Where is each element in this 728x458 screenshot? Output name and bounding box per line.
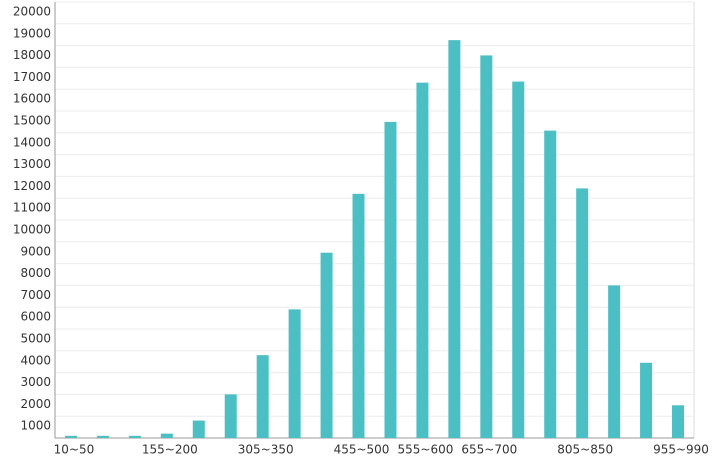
bar bbox=[576, 188, 589, 438]
bar bbox=[64, 435, 77, 438]
bar bbox=[384, 121, 397, 439]
bar bbox=[96, 435, 109, 438]
bar bbox=[256, 355, 269, 438]
y-tick-label: 12000 bbox=[13, 179, 51, 193]
y-tick-label: 11000 bbox=[13, 201, 51, 215]
y-tick-label: 20000 bbox=[13, 5, 51, 19]
x-tick-label: 455~500 bbox=[334, 443, 390, 457]
bar bbox=[512, 81, 525, 438]
x-tick-label: 305~350 bbox=[238, 443, 294, 457]
y-tick-label: 7000 bbox=[20, 288, 51, 302]
x-tick-label: 955~990 bbox=[653, 443, 709, 457]
x-tick-label: 655~700 bbox=[461, 443, 517, 457]
y-tick-label: 3000 bbox=[20, 375, 51, 389]
y-tick-label: 4000 bbox=[20, 353, 51, 367]
x-tick-label: 555~600 bbox=[397, 443, 453, 457]
bar bbox=[352, 193, 365, 438]
bar bbox=[544, 130, 557, 438]
bar bbox=[480, 55, 493, 438]
y-tick-label: 19000 bbox=[13, 26, 51, 40]
y-tick-label: 18000 bbox=[13, 48, 51, 62]
y-tick-label: 1000 bbox=[20, 419, 51, 433]
y-tick-label: 17000 bbox=[13, 70, 51, 84]
bar bbox=[672, 405, 685, 438]
bar bbox=[448, 40, 461, 439]
y-tick-label: 14000 bbox=[13, 135, 51, 149]
bar bbox=[288, 309, 301, 438]
y-tick-label: 2000 bbox=[20, 397, 51, 411]
x-tick-label: 805~850 bbox=[557, 443, 613, 457]
bar bbox=[224, 394, 237, 438]
bar bbox=[192, 420, 205, 438]
x-tick-label: 10~50 bbox=[54, 443, 95, 457]
y-tick-label: 8000 bbox=[20, 266, 51, 280]
y-tick-label: 6000 bbox=[20, 310, 51, 324]
y-tick-label: 13000 bbox=[13, 157, 51, 171]
bar bbox=[416, 82, 429, 438]
y-tick-label: 5000 bbox=[20, 332, 51, 346]
y-tick-label: 10000 bbox=[13, 223, 51, 237]
y-tick-label: 9000 bbox=[20, 244, 51, 258]
bar bbox=[160, 433, 173, 438]
y-tick-label: 15000 bbox=[13, 114, 51, 128]
y-tick-label: 16000 bbox=[13, 92, 51, 106]
bar bbox=[128, 435, 141, 438]
x-tick-label: 155~200 bbox=[142, 443, 198, 457]
bar bbox=[320, 252, 333, 438]
bar bbox=[608, 285, 621, 438]
bar bbox=[640, 362, 653, 438]
